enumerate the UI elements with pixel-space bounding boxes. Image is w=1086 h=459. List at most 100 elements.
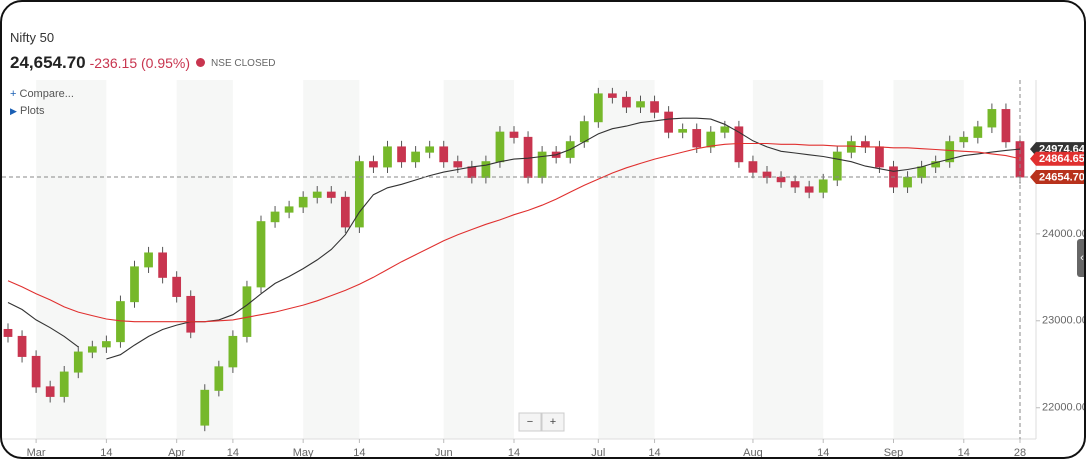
compare-button[interactable]: + Compare...: [10, 88, 74, 100]
candle-body: [312, 191, 322, 198]
plots-label: Plots: [19, 105, 45, 117]
x-tick-label: Mar: [27, 447, 46, 457]
candle-body: [228, 335, 238, 368]
candle-body: [692, 129, 702, 148]
y-tick-label: 24000.00: [1042, 228, 1084, 240]
x-tick-label: Jul: [591, 447, 605, 457]
x-tick-label: 14: [508, 447, 520, 457]
exchange-status: NSE CLOSED: [211, 58, 276, 69]
candle-body: [622, 96, 631, 108]
candle-body: [284, 206, 294, 213]
candle-body: [593, 93, 603, 123]
price-tag: [1030, 151, 1084, 166]
y-tick-label: 22000.00: [1042, 402, 1084, 414]
candle-body: [87, 346, 97, 353]
candle-body: [200, 389, 210, 426]
candle-body: [917, 166, 926, 178]
month-band: [176, 80, 233, 439]
zoom-out[interactable]: [518, 412, 542, 432]
candle-body: [734, 126, 744, 163]
candle-body: [31, 355, 41, 388]
candle-body: [270, 211, 280, 223]
x-tick-label: Apr: [168, 447, 185, 457]
compare-label: Compare...: [19, 88, 74, 100]
zoom-controls: − +: [518, 412, 565, 432]
candle-body: [678, 129, 688, 133]
candle-body: [706, 131, 716, 148]
status-icon: [196, 58, 206, 67]
candle-body: [73, 351, 83, 373]
candle-body: [144, 252, 153, 268]
candle-body: [130, 266, 139, 303]
candle-body: [411, 151, 420, 163]
candle-body: [116, 301, 125, 343]
x-tick-label: 14: [100, 447, 112, 457]
x-tick-label: 14: [817, 447, 829, 457]
month-band: [36, 80, 107, 439]
candle-body: [383, 146, 392, 168]
candle-body: [369, 161, 378, 168]
candle-body: [846, 141, 856, 153]
price-tag-label: 24864.65: [1039, 153, 1084, 165]
candle-body: [186, 295, 196, 333]
candle-body: [720, 126, 730, 133]
candle-body: [945, 141, 955, 163]
candle-body: [804, 186, 814, 193]
candle-body: [608, 93, 617, 98]
x-tick-label: Aug: [743, 447, 763, 457]
candle-body: [158, 252, 167, 278]
price-tag-label: 24654.70: [1039, 171, 1084, 183]
candle-body: [45, 386, 55, 397]
candle-body: [790, 181, 800, 188]
instrument-title: Nifty 50: [10, 30, 55, 45]
month-band: [303, 80, 360, 439]
ma-line: [7, 117, 1021, 360]
candle-body: [748, 161, 758, 173]
ma-line: [7, 142, 1021, 323]
candle-body: [298, 196, 308, 208]
candle-body: [579, 121, 589, 143]
candle-body: [818, 179, 828, 193]
month-band: [893, 80, 964, 439]
zoom-out-icon: −: [527, 416, 533, 428]
zoom-in[interactable]: [541, 412, 565, 432]
candle-body: [776, 176, 786, 183]
x-tick-label: Sep: [884, 447, 904, 457]
side-panel-toggle[interactable]: [1077, 239, 1084, 277]
candle-body: [903, 176, 912, 188]
candle-body: [664, 111, 673, 133]
candle-body: [467, 166, 477, 178]
candle-body: [832, 151, 842, 181]
x-tick-label: May: [293, 447, 314, 457]
x-tick-label: 14: [227, 447, 239, 457]
candle-body: [959, 136, 969, 143]
price-tag: [1030, 169, 1084, 184]
price: 24,654.70: [10, 53, 86, 72]
candle-body: [453, 161, 463, 168]
quote-line: 24,654.70 -236.15 (0.95%) NSE CLOSED: [10, 53, 276, 73]
candle-body: [1001, 109, 1011, 143]
candle-body: [340, 196, 350, 228]
candle-body: [355, 161, 364, 228]
x-tick-label: 14: [353, 447, 365, 457]
candle-body: [650, 101, 659, 113]
candle-body: [861, 141, 870, 148]
candle-body: [875, 146, 884, 168]
candle-body: [3, 328, 13, 337]
candle-body: [973, 126, 983, 138]
candle-body: [242, 286, 252, 337]
x-tick-label: 14: [958, 447, 970, 457]
side-panel-arrow: ‹: [1080, 252, 1084, 264]
candle-body: [397, 146, 406, 163]
month-bands: [36, 80, 964, 439]
zoom-in-icon: +: [550, 416, 556, 428]
plots-button[interactable]: ▶ Plots: [10, 105, 45, 117]
month-band: [752, 80, 824, 439]
candle-body: [102, 341, 111, 348]
candle-body: [17, 335, 27, 357]
candle-body: [172, 276, 182, 297]
x-tick-label: 14: [648, 447, 660, 457]
candle-body: [987, 109, 997, 128]
